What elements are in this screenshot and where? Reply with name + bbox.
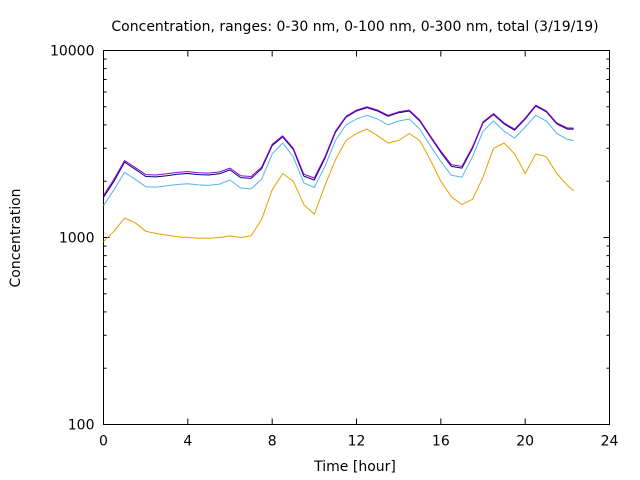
y-tick-label: 10000 (50, 44, 95, 60)
x-tick-label: 8 (268, 434, 277, 450)
x-tick-label: 0 (99, 434, 108, 450)
plot-frame (103, 50, 610, 425)
series-lines (103, 104, 575, 243)
x-tick-label: 12 (348, 434, 366, 450)
y-tick-label: 1000 (59, 231, 95, 247)
y-axis-label: Concentration (8, 188, 24, 287)
y-tick-label: 100 (68, 418, 95, 434)
chart-title: Concentration, ranges: 0-30 nm, 0-100 nm… (111, 19, 598, 35)
series-line-total (103, 104, 574, 196)
x-axis-label: Time [hour] (313, 459, 396, 475)
x-tick-label: 4 (183, 434, 192, 450)
x-tick-label: 24 (601, 434, 619, 450)
x-tick-label: 16 (432, 434, 450, 450)
series-line-0-300-nm (103, 105, 574, 198)
series-line-0-100-nm (103, 114, 574, 206)
x-tick-label: 20 (516, 434, 534, 450)
axis-ticks: 0 4 8 12 16 20 24 100 1000 10000 (50, 44, 619, 450)
series-line-0-30-nm (103, 128, 575, 243)
